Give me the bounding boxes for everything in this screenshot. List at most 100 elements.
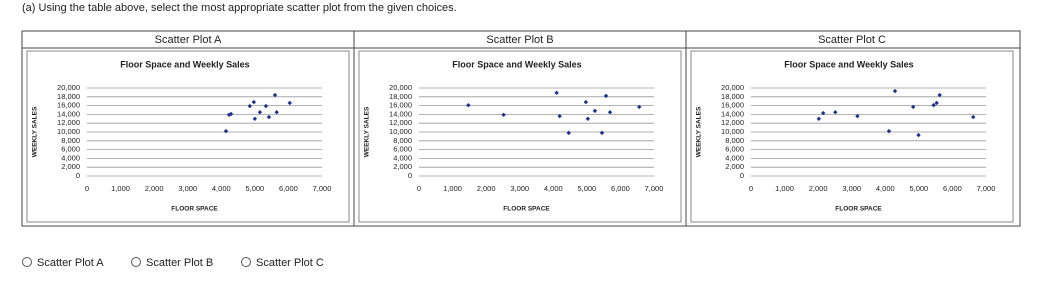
x-tick-label: 3,000 xyxy=(178,184,197,193)
option-label[interactable]: Scatter Plot B xyxy=(146,257,213,269)
scatter-point xyxy=(816,116,822,121)
x-tick-label: 5,000 xyxy=(577,184,596,193)
x-tick-label: 4,000 xyxy=(544,184,563,193)
x-tick-label: 4,000 xyxy=(876,184,895,193)
x-tick-label: 2,000 xyxy=(809,184,828,193)
x-axis-label: FLOOR SPACE xyxy=(171,206,218,213)
scatter-point xyxy=(228,111,234,117)
scatter-point xyxy=(274,110,279,115)
x-tick-label: 1,000 xyxy=(443,184,462,193)
x-axis-label: FLOOR SPACE xyxy=(835,206,882,213)
y-tick-label: 0 xyxy=(76,171,80,180)
scatter-point xyxy=(603,93,609,99)
column-header: Scatter Plot B xyxy=(486,34,553,46)
y-tick-label: 12,000 xyxy=(721,118,744,127)
y-tick-label: 6,000 xyxy=(725,145,744,154)
scatter-point xyxy=(501,112,506,118)
scatter-point xyxy=(466,102,471,108)
scatter-point xyxy=(583,99,589,105)
y-tick-label: 2,000 xyxy=(725,162,744,171)
y-tick-label: 14,000 xyxy=(721,109,744,118)
x-tick-label: 6,000 xyxy=(943,184,962,193)
chart-frame xyxy=(690,50,1014,223)
column-header: Scatter Plot A xyxy=(155,34,222,46)
scatter-point xyxy=(252,116,258,121)
y-tick-label: 8,000 xyxy=(725,136,744,145)
scatter-point xyxy=(251,99,257,105)
x-tick-label: 0 xyxy=(749,184,753,193)
column-header: Scatter Plot C xyxy=(818,34,886,46)
y-tick-label: 8,000 xyxy=(61,136,80,145)
x-tick-label: 2,000 xyxy=(477,184,496,193)
y-tick-label: 12,000 xyxy=(57,118,80,127)
scatter-point xyxy=(931,102,936,108)
scatter-point xyxy=(855,113,860,119)
x-tick-label: 5,000 xyxy=(245,184,264,193)
x-tick-label: 1,000 xyxy=(775,184,794,193)
scatter-point xyxy=(566,130,571,136)
y-tick-label: 10,000 xyxy=(389,127,412,136)
scatter-point xyxy=(266,114,272,120)
scatter-point xyxy=(971,114,976,120)
x-tick-label: 3,000 xyxy=(510,184,529,193)
scatter-point xyxy=(263,103,269,109)
y-tick-label: 6,000 xyxy=(393,145,412,154)
radio-button[interactable] xyxy=(22,257,32,267)
scatter-point xyxy=(820,110,826,116)
y-tick-label: 18,000 xyxy=(57,92,80,101)
y-axis-label: WEEKLY SALES xyxy=(32,106,39,157)
chart-title: Floor Space and Weekly Sales xyxy=(784,59,913,69)
y-tick-label: 14,000 xyxy=(57,109,80,118)
scatter-point xyxy=(934,100,939,106)
question: (a) Using the table above, select the mo… xyxy=(22,2,457,14)
x-tick-label: 1,000 xyxy=(111,184,130,193)
scatter-point xyxy=(272,92,278,98)
chart-title: Floor Space and Weekly Sales xyxy=(120,59,249,69)
option-label[interactable]: Scatter Plot C xyxy=(256,257,324,269)
y-tick-label: 8,000 xyxy=(393,136,412,145)
scatter-point xyxy=(607,110,613,115)
x-tick-label: 7,000 xyxy=(645,184,664,193)
y-tick-label: 0 xyxy=(740,171,744,180)
scatter-point xyxy=(599,130,605,136)
scatter-point xyxy=(910,104,916,110)
chart-frame xyxy=(358,50,682,223)
y-tick-label: 10,000 xyxy=(57,127,80,136)
y-tick-label: 16,000 xyxy=(389,101,412,110)
scatter-point xyxy=(892,88,898,94)
scatter-point xyxy=(557,113,562,119)
scatter-point xyxy=(637,104,642,110)
y-tick-label: 6,000 xyxy=(61,145,80,154)
x-tick-label: 2,000 xyxy=(145,184,164,193)
x-tick-label: 0 xyxy=(417,184,421,193)
y-tick-label: 20,000 xyxy=(389,83,412,92)
scatter-point xyxy=(554,90,559,96)
scatter-point xyxy=(916,132,921,138)
y-tick-label: 16,000 xyxy=(721,101,744,110)
y-tick-label: 2,000 xyxy=(61,162,80,171)
table-frame xyxy=(21,30,1021,227)
option-label[interactable]: Scatter Plot A xyxy=(37,257,104,269)
x-tick-label: 0 xyxy=(85,184,89,193)
x-tick-label: 6,000 xyxy=(279,184,298,193)
x-axis-label: FLOOR SPACE xyxy=(503,206,550,213)
radio-button[interactable] xyxy=(131,257,141,267)
chart-frame xyxy=(26,50,350,223)
y-tick-label: 0 xyxy=(408,171,412,180)
chart-title: Floor Space and Weekly Sales xyxy=(452,59,581,69)
y-tick-label: 20,000 xyxy=(721,83,744,92)
x-tick-label: 7,000 xyxy=(977,184,996,193)
y-tick-label: 12,000 xyxy=(389,118,412,127)
scatter-point xyxy=(247,103,253,109)
x-tick-label: 5,000 xyxy=(909,184,928,193)
radio-button[interactable] xyxy=(241,257,251,267)
x-tick-label: 3,000 xyxy=(842,184,861,193)
y-tick-label: 14,000 xyxy=(389,109,412,118)
y-tick-label: 18,000 xyxy=(389,92,412,101)
y-tick-label: 4,000 xyxy=(61,153,80,162)
scatter-point xyxy=(937,92,942,98)
y-tick-label: 4,000 xyxy=(725,153,744,162)
scatter-point xyxy=(886,128,892,134)
scatter-point xyxy=(257,110,263,115)
